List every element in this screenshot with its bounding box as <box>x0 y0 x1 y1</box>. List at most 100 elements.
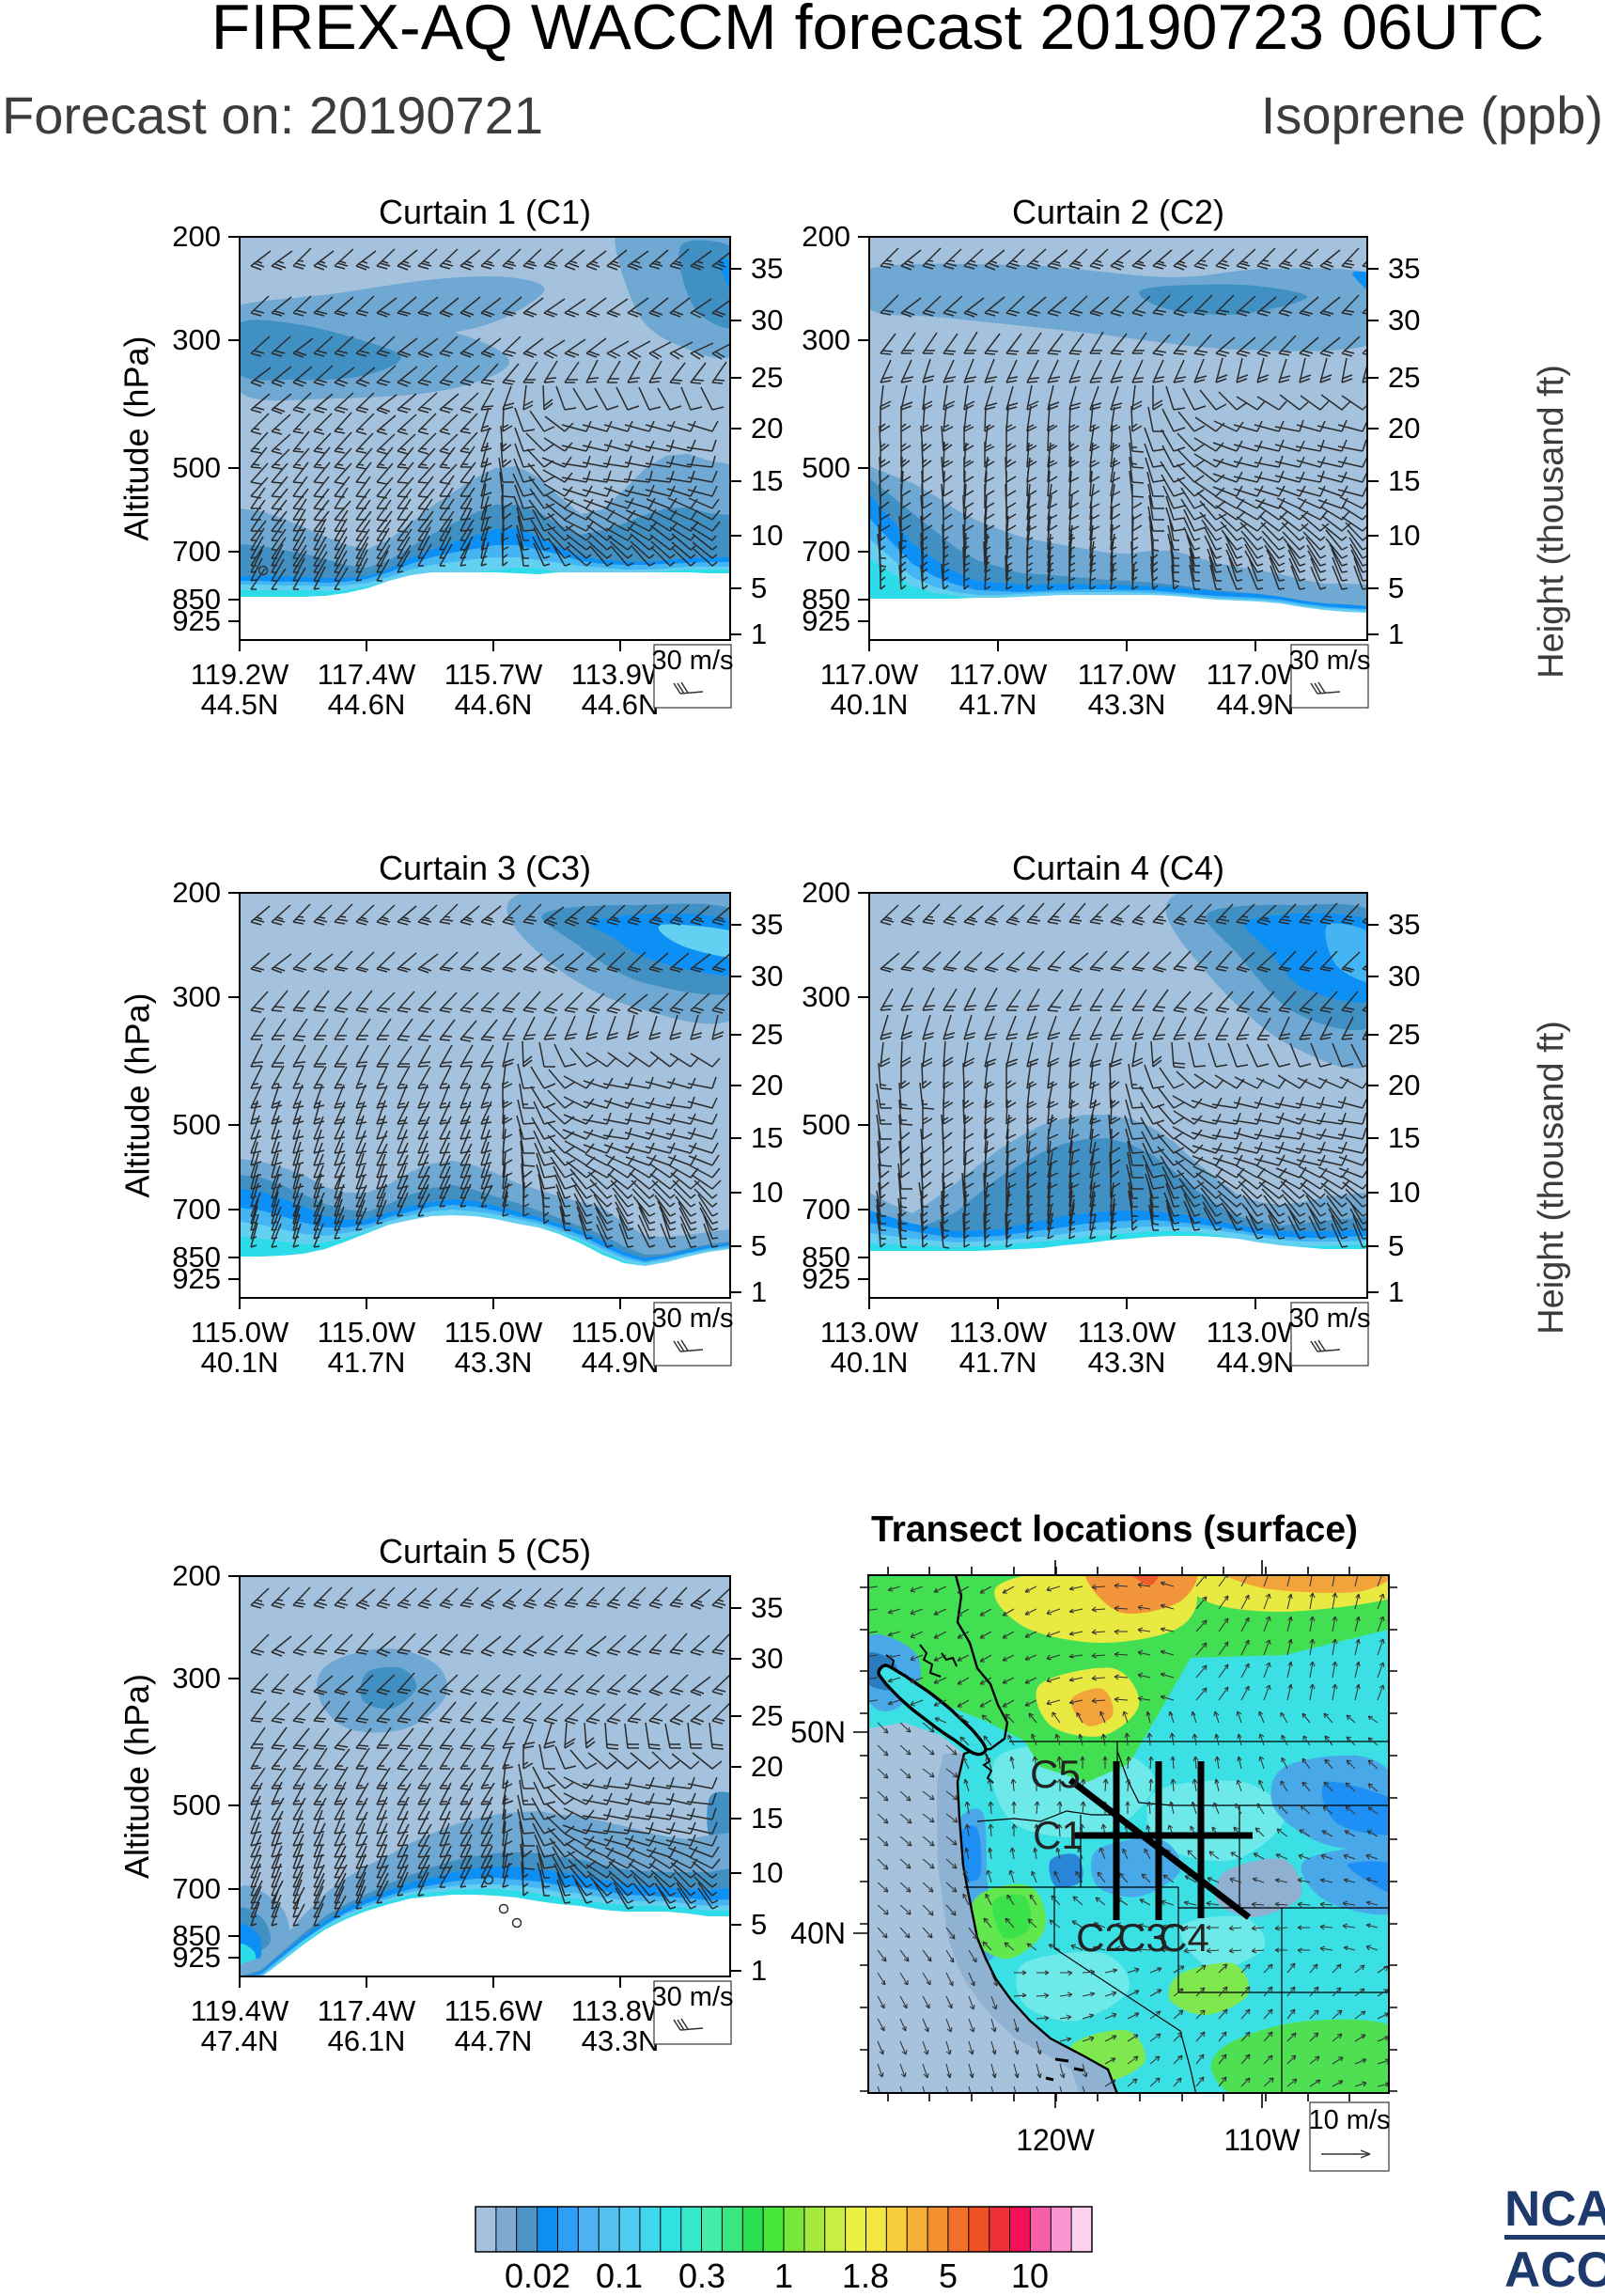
svg-text:25: 25 <box>1388 361 1420 394</box>
svg-text:119.2W: 119.2W <box>191 658 289 691</box>
svg-text:40.1N: 40.1N <box>201 1346 279 1379</box>
svg-text:C2: C2 <box>1076 1915 1127 1960</box>
svg-text:35: 35 <box>1388 252 1420 285</box>
svg-text:300: 300 <box>802 980 850 1013</box>
svg-text:NCAR: NCAR <box>1504 2181 1605 2237</box>
svg-text:10: 10 <box>1388 1176 1420 1209</box>
svg-text:25: 25 <box>751 361 783 394</box>
svg-text:30 m/s: 30 m/s <box>651 1982 733 2012</box>
svg-text:115.0W: 115.0W <box>191 1316 289 1349</box>
svg-text:Height (thousand ft): Height (thousand ft) <box>1532 365 1571 679</box>
svg-text:1: 1 <box>1388 1275 1404 1308</box>
svg-text:FIREX-AQ WACCM forecast 201907: FIREX-AQ WACCM forecast 20190723 06UTC <box>211 0 1544 63</box>
svg-text:25: 25 <box>751 1699 783 1732</box>
svg-text:200: 200 <box>172 1559 221 1592</box>
svg-text:20: 20 <box>1388 1069 1420 1101</box>
svg-text:43.3N: 43.3N <box>455 1346 533 1379</box>
svg-text:20: 20 <box>751 412 783 445</box>
svg-text:Transect locations (surface): Transect locations (surface) <box>871 1509 1358 1550</box>
svg-text:43.3N: 43.3N <box>582 2024 660 2057</box>
svg-text:117.0W: 117.0W <box>1078 658 1176 691</box>
svg-text:1.8: 1.8 <box>842 2257 889 2291</box>
svg-text:44.6N: 44.6N <box>328 688 406 721</box>
svg-text:700: 700 <box>802 1193 850 1226</box>
svg-text:C1: C1 <box>1033 1813 1083 1857</box>
svg-text:115.6W: 115.6W <box>444 1994 543 2027</box>
svg-text:44.6N: 44.6N <box>582 688 660 721</box>
svg-text:925: 925 <box>172 604 221 637</box>
svg-text:20: 20 <box>751 1069 783 1101</box>
svg-text:5: 5 <box>751 1908 767 1941</box>
svg-text:300: 300 <box>172 1662 221 1695</box>
svg-text:Forecast on: 20190721: Forecast on: 20190721 <box>2 86 543 145</box>
svg-text:Curtain 1 (C1): Curtain 1 (C1) <box>379 193 591 231</box>
svg-text:Height (thousand ft): Height (thousand ft) <box>1532 1021 1571 1335</box>
svg-text:10: 10 <box>751 519 783 552</box>
svg-text:925: 925 <box>172 1262 221 1295</box>
svg-text:35: 35 <box>1388 908 1420 941</box>
svg-text:850: 850 <box>802 1241 850 1273</box>
svg-text:15: 15 <box>751 464 783 497</box>
svg-text:300: 300 <box>802 323 850 356</box>
svg-text:10: 10 <box>751 1856 783 1889</box>
svg-text:5: 5 <box>1388 571 1404 604</box>
svg-text:115.7W: 115.7W <box>444 658 543 691</box>
svg-text:5: 5 <box>751 1229 767 1262</box>
svg-text:500: 500 <box>172 1108 221 1141</box>
svg-text:15: 15 <box>1388 1121 1420 1154</box>
svg-text:Curtain 4 (C4): Curtain 4 (C4) <box>1012 849 1224 887</box>
svg-text:Altitude (hPa): Altitude (hPa) <box>117 336 156 540</box>
svg-text:Curtain 2 (C2): Curtain 2 (C2) <box>1012 193 1224 231</box>
svg-text:1: 1 <box>1388 617 1404 650</box>
svg-text:117.0W: 117.0W <box>1207 658 1305 691</box>
svg-text:10: 10 <box>1011 2257 1049 2291</box>
svg-text:700: 700 <box>172 535 221 568</box>
svg-text:30: 30 <box>751 304 783 336</box>
svg-text:0.3: 0.3 <box>678 2257 725 2291</box>
svg-text:30 m/s: 30 m/s <box>1288 646 1370 676</box>
svg-text:1: 1 <box>774 2257 793 2291</box>
svg-text:117.4W: 117.4W <box>318 1994 416 2027</box>
svg-text:117.0W: 117.0W <box>820 658 919 691</box>
svg-text:40N: 40N <box>790 1916 846 1950</box>
svg-text:117.0W: 117.0W <box>949 658 1048 691</box>
svg-text:35: 35 <box>751 1591 783 1624</box>
svg-text:40.1N: 40.1N <box>831 688 909 721</box>
svg-text:200: 200 <box>172 220 221 253</box>
svg-text:25: 25 <box>1388 1018 1420 1051</box>
svg-text:500: 500 <box>172 1788 221 1821</box>
svg-text:10: 10 <box>1388 519 1420 552</box>
svg-text:115.0W: 115.0W <box>444 1316 543 1349</box>
svg-text:925: 925 <box>802 604 850 637</box>
svg-text:113.0W: 113.0W <box>820 1316 919 1349</box>
svg-text:40.1N: 40.1N <box>831 1346 909 1379</box>
svg-text:35: 35 <box>751 908 783 941</box>
svg-text:C3: C3 <box>1117 1915 1168 1960</box>
svg-text:44.9N: 44.9N <box>1217 1346 1295 1379</box>
svg-text:113.0W: 113.0W <box>949 1316 1048 1349</box>
svg-text:0.02: 0.02 <box>505 2257 570 2291</box>
svg-text:300: 300 <box>172 980 221 1013</box>
svg-text:C5: C5 <box>1030 1752 1081 1796</box>
svg-text:15: 15 <box>1388 464 1420 497</box>
svg-text:46.1N: 46.1N <box>328 2024 406 2057</box>
svg-text:30: 30 <box>1388 960 1420 992</box>
svg-text:200: 200 <box>802 220 850 253</box>
svg-text:C4: C4 <box>1159 1915 1209 1960</box>
svg-text:200: 200 <box>802 876 850 909</box>
svg-text:850: 850 <box>172 1919 221 1952</box>
svg-text:30: 30 <box>751 1642 783 1675</box>
svg-text:44.9N: 44.9N <box>1217 688 1295 721</box>
svg-text:30: 30 <box>751 960 783 992</box>
svg-text:15: 15 <box>751 1121 783 1154</box>
svg-text:200: 200 <box>172 876 221 909</box>
svg-text:41.7N: 41.7N <box>959 688 1037 721</box>
svg-text:30 m/s: 30 m/s <box>651 646 733 676</box>
svg-text:1: 1 <box>751 1954 767 1987</box>
svg-text:ACOM: ACOM <box>1504 2242 1605 2291</box>
svg-text:Altitude (hPa): Altitude (hPa) <box>118 992 157 1197</box>
svg-text:5: 5 <box>751 571 767 604</box>
svg-text:0.1: 0.1 <box>596 2257 643 2291</box>
svg-text:1: 1 <box>751 617 767 650</box>
svg-text:700: 700 <box>802 535 850 568</box>
